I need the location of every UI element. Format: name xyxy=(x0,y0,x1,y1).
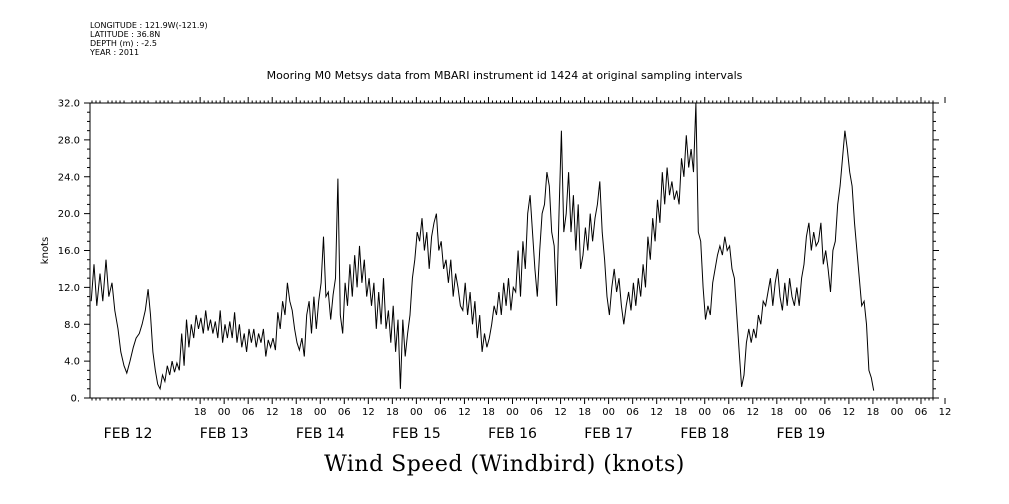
x-tick-label: 06 xyxy=(915,407,928,418)
day-label: FEB 13 xyxy=(200,426,249,442)
x-tick-label: 12 xyxy=(362,407,375,418)
day-label: FEB 15 xyxy=(392,426,441,442)
day-label: FEB 14 xyxy=(296,426,345,442)
x-tick-label: 12 xyxy=(746,407,759,418)
x-tick-label: 00 xyxy=(314,407,327,418)
y-tick-label: 20.0 xyxy=(58,209,80,220)
x-tick-label: 06 xyxy=(819,407,832,418)
x-tick-label: 00 xyxy=(794,407,807,418)
x-tick-label: 06 xyxy=(434,407,447,418)
year-text: YEAR : 2011 xyxy=(90,48,140,57)
day-label: FEB 18 xyxy=(680,426,729,442)
day-label: FEB 12 xyxy=(104,426,153,442)
x-tick-label: 12 xyxy=(843,407,856,418)
x-tick-label: 12 xyxy=(939,407,952,418)
x-tick-label: 12 xyxy=(650,407,663,418)
x-tick-label: 06 xyxy=(626,407,639,418)
x-tick-label: 00 xyxy=(506,407,519,418)
x-tick-label: 00 xyxy=(602,407,615,418)
y-tick-label: 8.0 xyxy=(64,320,80,331)
x-tick-label: 18 xyxy=(194,407,207,418)
x-tick-label: 18 xyxy=(867,407,880,418)
x-tick-label: 06 xyxy=(530,407,543,418)
x-tick-label: 18 xyxy=(482,407,495,418)
chart-title: Mooring M0 Metsys data from MBARI instru… xyxy=(266,69,743,82)
x-tick-label: 18 xyxy=(290,407,303,418)
y-tick-label: 28.0 xyxy=(58,135,80,146)
longitude-text: LONGITUDE : 121.9W(-121.9) xyxy=(90,21,208,30)
y-tick-label: 16.0 xyxy=(58,246,80,257)
depth-text: DEPTH (m) : -2.5 xyxy=(90,39,157,48)
x-tick-label: 06 xyxy=(242,407,255,418)
x-tick-label: 18 xyxy=(770,407,783,418)
day-label: FEB 17 xyxy=(584,426,633,442)
x-tick-label: 00 xyxy=(891,407,904,418)
x-tick-label: 18 xyxy=(674,407,687,418)
x-axis-title: Wind Speed (Windbird) (knots) xyxy=(324,452,685,477)
x-tick-label: 18 xyxy=(386,407,399,418)
x-tick-label: 06 xyxy=(722,407,735,418)
day-label: FEB 19 xyxy=(776,426,825,442)
x-tick-label: 12 xyxy=(266,407,279,418)
y-tick-label: 24.0 xyxy=(58,172,80,183)
y-tick-label: 32.0 xyxy=(58,99,80,110)
y-tick-label: 12.0 xyxy=(58,283,80,294)
x-tick-label: 06 xyxy=(338,407,351,418)
wind-speed-series-line xyxy=(90,102,875,391)
plot-frame xyxy=(89,102,934,399)
x-tick-label: 12 xyxy=(458,407,471,418)
y-tick-label: 4.0 xyxy=(64,357,80,368)
x-tick-label: 00 xyxy=(698,407,711,418)
x-tick-label: 00 xyxy=(218,407,231,418)
latitude-text: LATITUDE : 36.8N xyxy=(90,30,161,39)
day-label: FEB 16 xyxy=(488,426,537,442)
metadata-block: LONGITUDE : 121.9W(-121.9) LATITUDE : 36… xyxy=(90,21,208,57)
x-tick-label: 00 xyxy=(410,407,423,418)
y-tick-label: 0. xyxy=(70,394,80,405)
x-tick-label: 18 xyxy=(578,407,591,418)
x-tick-label: 12 xyxy=(554,407,567,418)
y-axis-label: knots xyxy=(40,237,51,264)
